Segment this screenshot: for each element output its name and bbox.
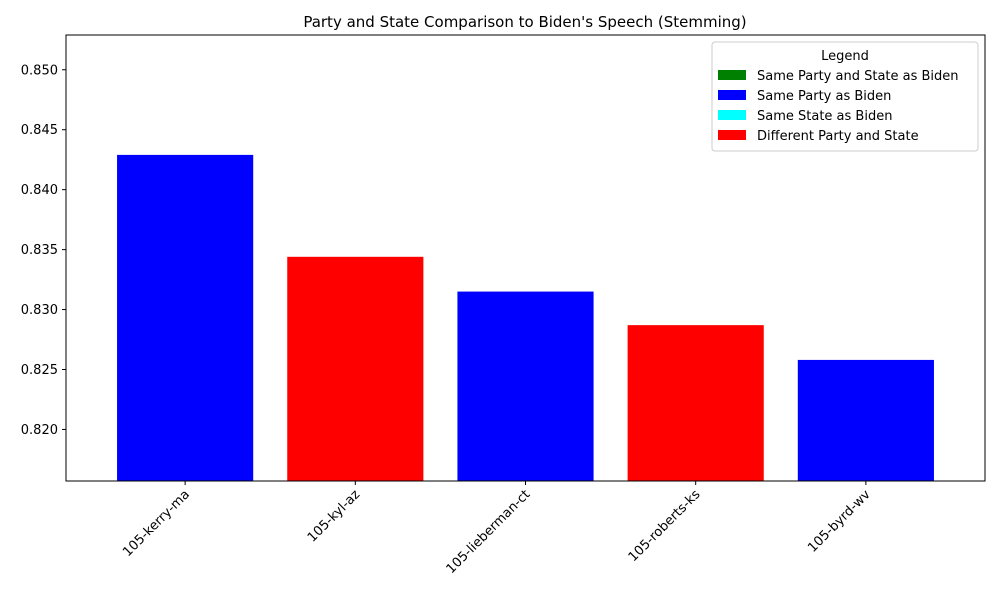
x-tick-label: 105-roberts-ks [626, 487, 704, 565]
y-tick-label: 0.850 [21, 63, 58, 78]
x-tick-label: 105-lieberman-ct [444, 487, 534, 577]
legend: Legend Same Party and State as Biden Same … [711, 41, 979, 152]
legend-swatch [718, 70, 746, 80]
legend-entry-label: Same Party as Biden [757, 89, 891, 104]
bar-105-kerry-ma [117, 154, 254, 481]
x-tick-label: 105-kerry-ma [120, 487, 193, 560]
legend-entry-label: Same State as Biden [757, 109, 892, 124]
legend-entry-label: Same Party and State as Biden [757, 69, 959, 84]
legend-swatch [718, 130, 746, 140]
bar-105-lieberman-ct [457, 291, 594, 481]
bars-layer [117, 154, 934, 481]
legend-box [711, 41, 979, 152]
y-tick-label: 0.830 [21, 303, 58, 318]
y-tick-label: 0.820 [21, 423, 58, 438]
legend-title: Legend [821, 49, 869, 64]
chart-title: Party and State Comparison to Biden's Sp… [303, 13, 746, 31]
bar-105-kyl-az [287, 256, 424, 481]
x-tick-label: 105-kyl-az [305, 487, 363, 545]
y-tick-label: 0.840 [21, 183, 58, 198]
y-tick-label: 0.845 [21, 123, 58, 138]
legend-swatch [718, 90, 746, 100]
bar-105-byrd-wv [797, 359, 934, 481]
bar-105-roberts-ks [627, 325, 764, 481]
x-tick-label: 105-byrd-wv [805, 487, 874, 556]
legend-entry-label: Different Party and State [757, 129, 919, 144]
y-tick-label: 0.825 [21, 363, 58, 378]
legend-swatch [718, 110, 746, 120]
y-tick-label: 0.835 [21, 243, 58, 258]
